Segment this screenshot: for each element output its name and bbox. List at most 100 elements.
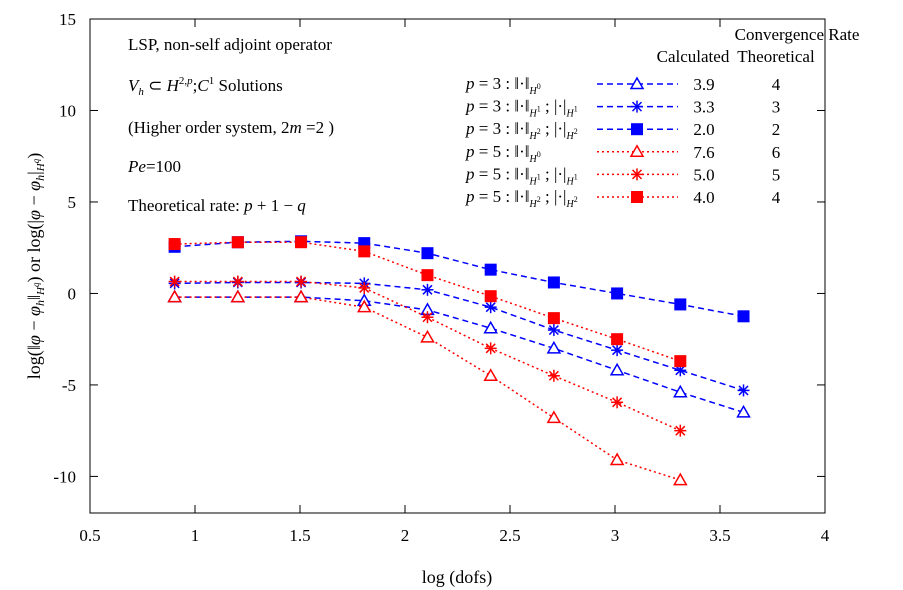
data-point — [484, 342, 497, 355]
x-axis-title: log (dofs) — [422, 567, 493, 588]
data-point — [737, 310, 750, 323]
data-point — [736, 404, 751, 418]
annotation-theoretical-rate: Theoretical rate: p + 1 − q — [128, 196, 306, 215]
data-point — [421, 283, 434, 296]
data-point — [483, 320, 498, 334]
data-point — [673, 384, 688, 398]
data-point — [673, 472, 688, 486]
y-tick-label: 0 — [68, 284, 77, 303]
legend-theoretical-rate: 5 — [772, 165, 781, 184]
data-point — [611, 344, 624, 357]
x-tick-label: 4 — [821, 526, 830, 545]
x-tick-label: 3 — [611, 526, 620, 545]
y-tick-label: 10 — [59, 101, 76, 120]
y-tick-label: -5 — [62, 376, 76, 395]
legend-theoretical-rate: 4 — [772, 188, 781, 207]
data-point — [358, 245, 371, 258]
legend-header: Convergence Rate Calculated Theoretical — [657, 25, 860, 66]
legend-label: p = 5 : ‖·‖H1 ; |·|H1 — [465, 164, 578, 187]
x-tick-label: 1.5 — [289, 526, 310, 545]
series-line — [174, 281, 744, 392]
series-line — [174, 241, 681, 362]
y-tick-labels: -10 -5 0 5 10 15 — [53, 10, 76, 486]
legend-label: p = 5 : ‖·‖H2 ; |·|H2 — [465, 187, 578, 210]
data-point — [547, 369, 560, 382]
legend-theoretical-rate: 6 — [772, 143, 781, 162]
y-tick-label: 15 — [59, 10, 76, 29]
annotation-system: (Higher order system, 2m =2 ) — [128, 118, 334, 137]
annotations: LSP, non-self adjoint operator Vh ⊂ H2,p… — [127, 35, 334, 215]
legend-label: p = 3 : ‖·‖H2 ; |·|H2 — [465, 119, 578, 142]
data-point — [356, 299, 372, 313]
series-p5-h0 — [167, 289, 688, 486]
series-p3-h1 — [168, 276, 750, 397]
data-point — [484, 290, 497, 303]
data-point — [737, 384, 750, 397]
data-point — [547, 312, 560, 325]
legend-entry: p = 5 : ‖·‖H0 7.6 6 — [465, 142, 780, 165]
legend-calculated-rate: 2.0 — [693, 120, 714, 139]
data-point — [611, 396, 624, 409]
data-point — [611, 333, 624, 346]
legend-entry: p = 3 : ‖·‖H2 ; |·|H2 2.0 2 — [465, 119, 780, 142]
data-point — [547, 276, 560, 289]
data-point — [546, 340, 562, 354]
x-tick-label: 2 — [401, 526, 410, 545]
legend-entry: p = 3 : ‖·‖H1 ; |·|H1 3.3 3 — [465, 97, 780, 120]
plot-frame — [89, 18, 826, 514]
y-tick-label: -10 — [53, 467, 76, 486]
data-point — [609, 362, 625, 376]
legend-marker — [631, 123, 643, 136]
series-p5-h1 — [168, 275, 687, 437]
svg-text:log(‖φ − φh‖Hq) or log(|φ −: log(‖φ − φh‖Hq) or log(|φ − φh|Hq) — [24, 153, 47, 379]
series-line — [174, 296, 681, 481]
data-point — [483, 368, 498, 382]
data-point — [358, 281, 371, 294]
data-point — [674, 298, 687, 311]
data-point — [420, 329, 435, 343]
data-point — [168, 238, 181, 251]
annotation-peclet: Pe=100 — [127, 157, 181, 176]
series-layer — [167, 235, 751, 486]
data-point — [484, 263, 497, 276]
legend-calculated-rate: 7.6 — [693, 143, 714, 162]
legend-theoretical-rate: 4 — [772, 75, 781, 94]
legend-entry: p = 5 : ‖·‖H2 ; |·|H2 4.0 4 — [465, 187, 781, 210]
x-tick-label: 3.5 — [709, 526, 730, 545]
x-tick-label: 1 — [191, 526, 200, 545]
legend-calculated-rate: 5.0 — [693, 165, 714, 184]
legend-label: p = 5 : ‖·‖H0 — [465, 142, 541, 165]
data-point — [547, 324, 560, 337]
data-point — [546, 410, 562, 424]
data-point — [421, 311, 434, 324]
legend-theoretical-rate: 3 — [772, 98, 781, 117]
legend: p = 3 : ‖·‖H0 3.9 4 p = 3 : ‖·‖H1 ; |·|H1 3.… — [465, 74, 781, 210]
data-point — [609, 452, 625, 466]
legend-col-calculated: Calculated — [657, 47, 730, 66]
series-line — [174, 240, 744, 318]
data-point — [611, 287, 624, 300]
data-point — [295, 236, 308, 249]
data-point — [484, 301, 497, 314]
data-point — [167, 289, 182, 303]
annotation-space: Vh ⊂ H2,p;C1 Solutions — [128, 75, 283, 98]
legend-marker — [631, 100, 643, 113]
x-tick-label: 0.5 — [79, 526, 100, 545]
legend-label: p = 3 : ‖·‖H1 ; |·|H1 — [465, 97, 578, 120]
legend-calculated-rate: 4.0 — [693, 188, 714, 207]
legend-marker — [629, 76, 645, 90]
series-p3-h0 — [167, 289, 751, 418]
data-point — [674, 424, 687, 437]
legend-title: Convergence Rate — [735, 25, 860, 44]
legend-label: p = 3 : ‖·‖H0 — [465, 74, 541, 97]
data-point — [293, 289, 309, 303]
legend-calculated-rate: 3.9 — [693, 75, 714, 94]
data-point — [421, 269, 434, 282]
data-point — [295, 275, 308, 288]
y-axis-title: log(‖φ − φh‖Hq) or log(|φ − φh|Hq) — [24, 153, 47, 379]
legend-marker — [631, 191, 643, 203]
legend-calculated-rate: 3.3 — [693, 98, 714, 117]
data-point — [231, 275, 244, 288]
axis-ticks — [89, 18, 826, 513]
